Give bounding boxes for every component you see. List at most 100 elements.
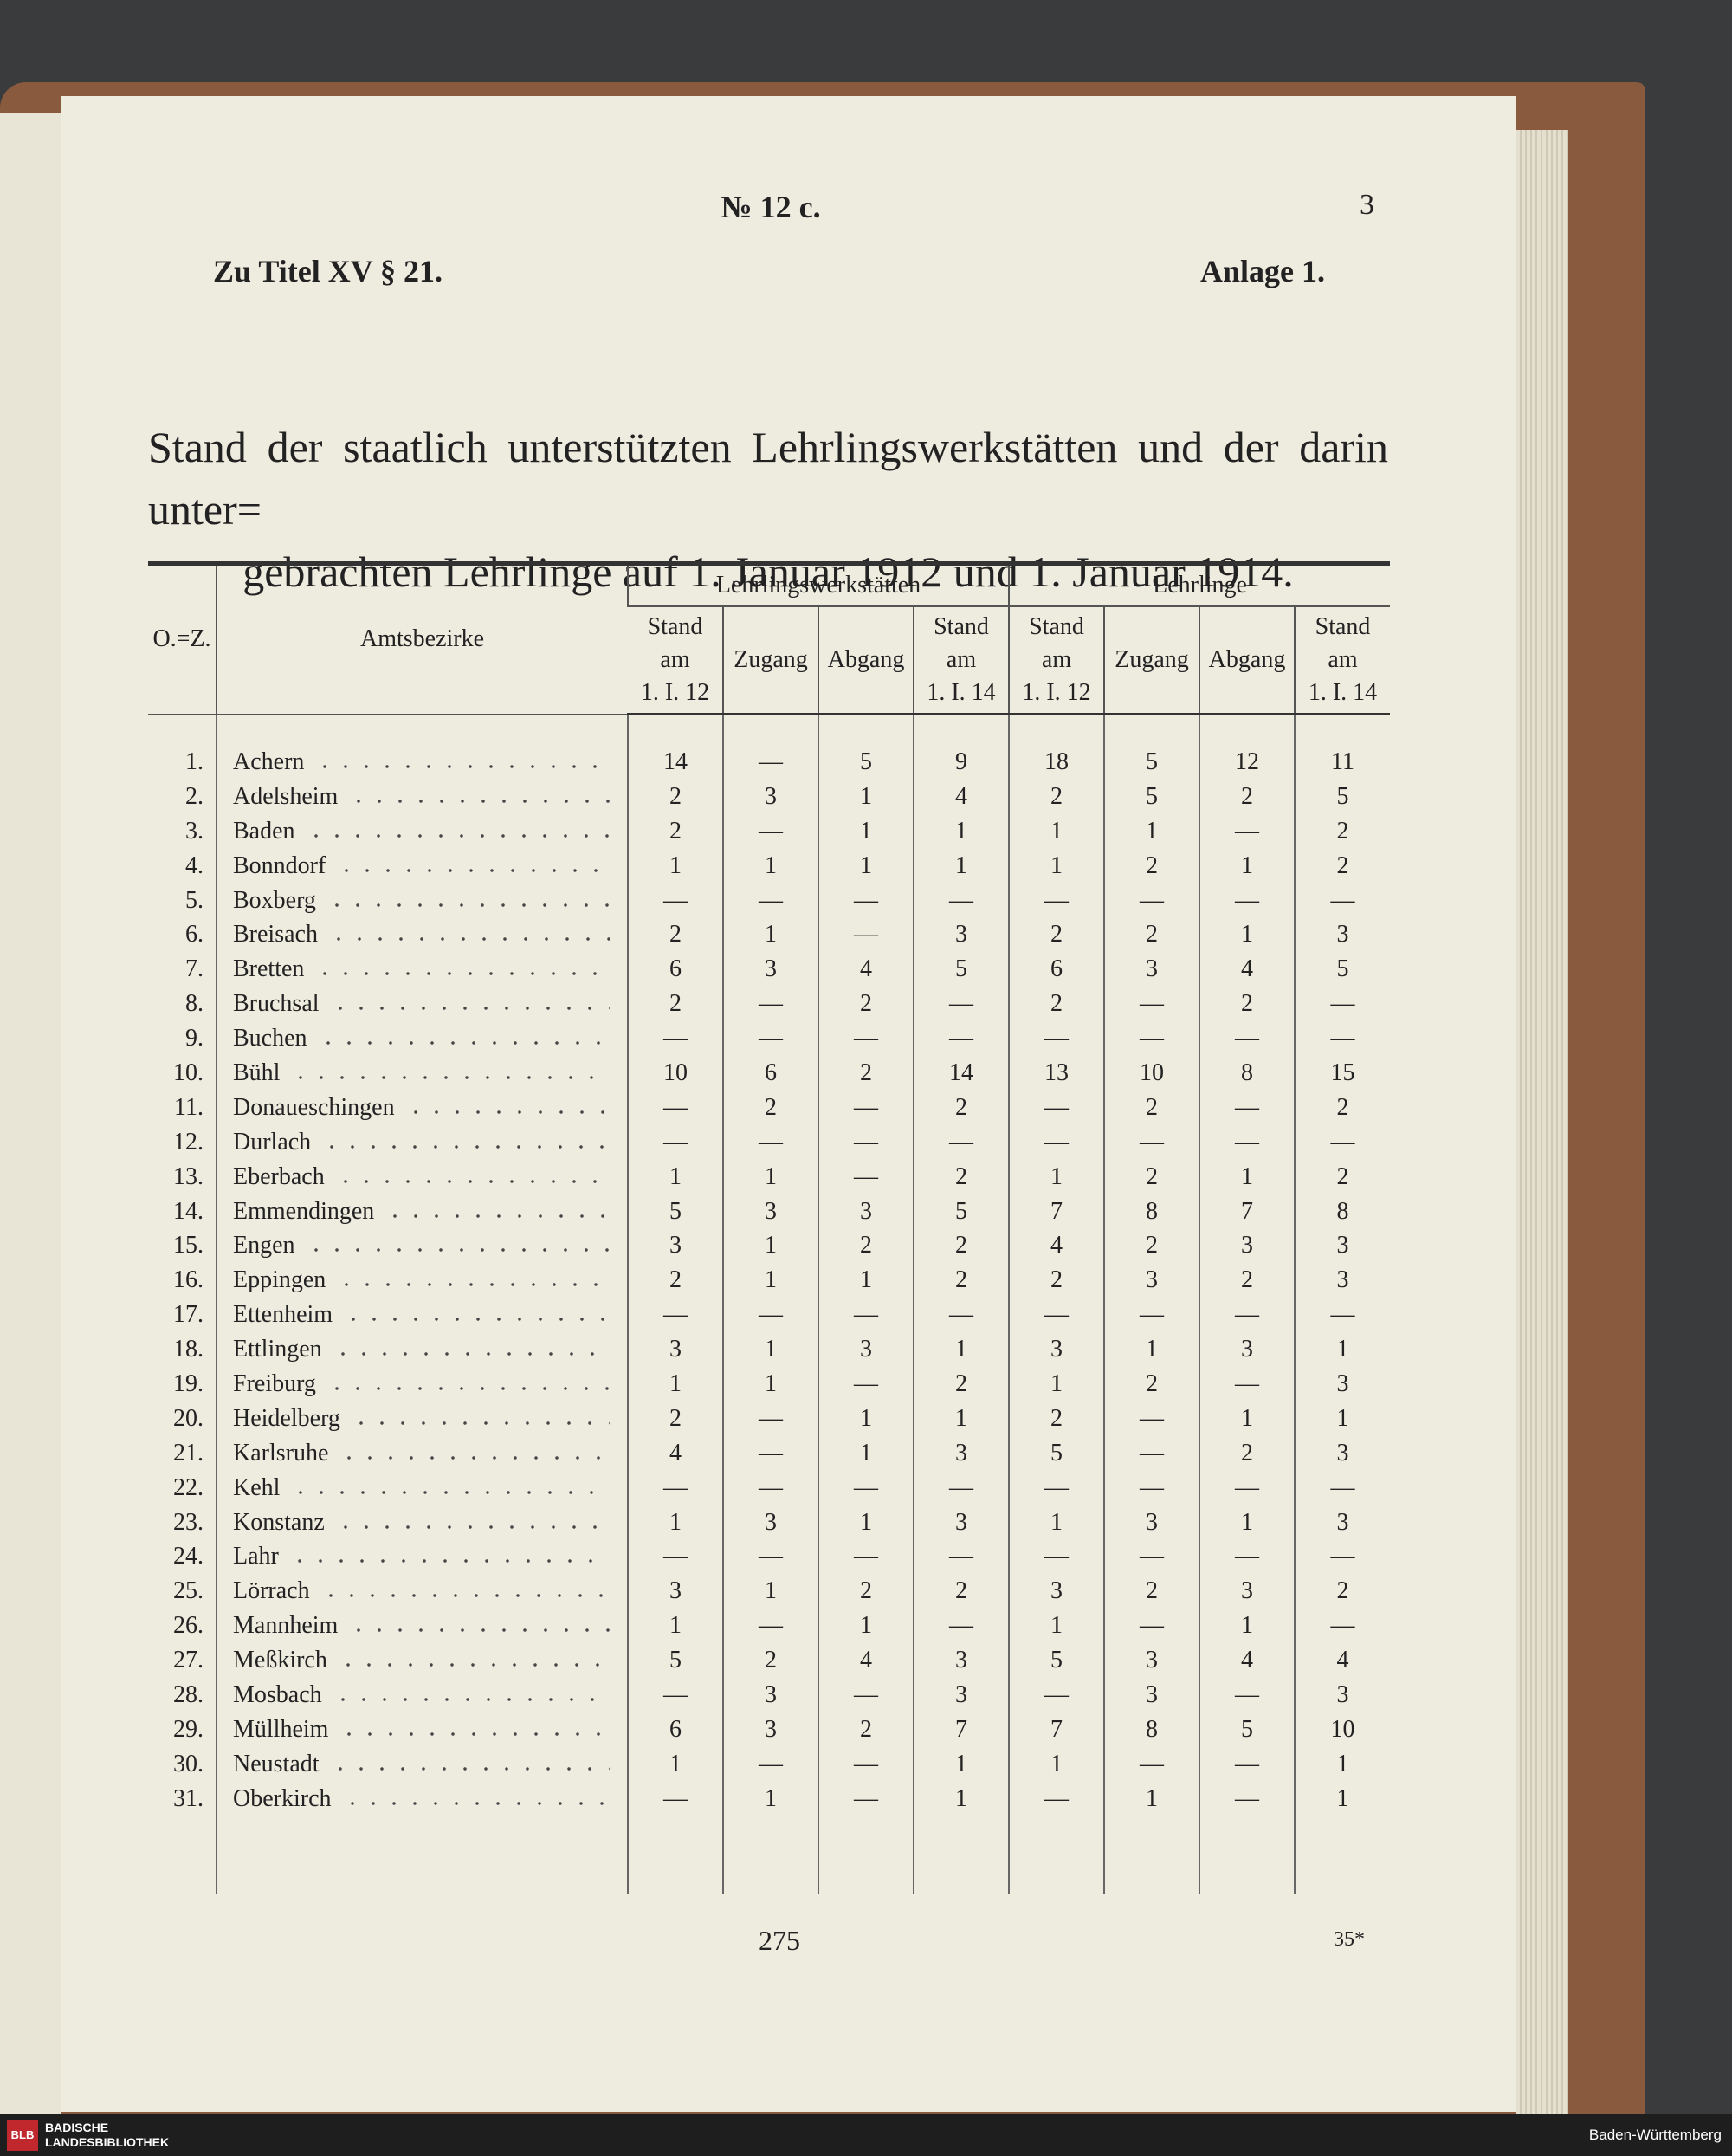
district-cell: Emmendingen — [216, 1194, 628, 1229]
left-note: Zu Titel XV § 21. — [213, 254, 443, 288]
district-leader: Ettenheim — [233, 1301, 622, 1329]
dot-leader — [332, 1352, 610, 1356]
district-leader: Eppingen — [233, 1266, 622, 1294]
value-cell: 14 — [913, 1056, 1009, 1091]
district-cell: Lörrach — [216, 1574, 628, 1609]
sub-header-line: 1. I. 14 — [927, 679, 996, 706]
value-cell: — — [722, 1401, 818, 1436]
value-cell: — — [1103, 1539, 1199, 1575]
value-cell: 2 — [1199, 779, 1295, 814]
value-cell: — — [1199, 1367, 1295, 1402]
value-cell: 1 — [1008, 1505, 1104, 1540]
value-cell: — — [627, 1298, 723, 1333]
dot-leader — [320, 1594, 610, 1598]
value-cell: 1 — [627, 1746, 723, 1782]
district-name: Donaueschingen — [233, 1093, 395, 1121]
dot-leader — [348, 799, 610, 803]
value-cell: 1 — [1008, 1746, 1104, 1782]
table-row: 14. Emmendingen 5 3 3 5 7 8 7 8 — [148, 1194, 1391, 1229]
value-cell: 3 — [818, 1332, 914, 1368]
table-row: 1. Achern 14—5 9 18 5 12 11 — [148, 745, 1391, 780]
value-cell: 5 — [627, 1194, 723, 1229]
row-number: 23. — [173, 1508, 204, 1536]
value-cell: — — [1199, 1781, 1295, 1816]
dot-leader — [334, 1179, 610, 1183]
value-cell: — — [1293, 1539, 1391, 1575]
value-cell: — — [913, 1609, 1009, 1644]
table-row: 26. Mannheim 1—1—1—1— — [148, 1609, 1391, 1644]
value-cell: 3 — [1008, 1332, 1104, 1368]
value-cell: — — [1199, 1298, 1295, 1333]
sub-header-line: am — [946, 646, 977, 673]
table-body: 1. Achern 14—5 9 18 5 12 11 2. Adelsheim 2 3 1 4 2 5 2 5 3… — [148, 714, 1391, 1894]
value-cell: 2 — [913, 1574, 1009, 1609]
value-cell: 1 — [722, 1159, 818, 1195]
district-leader: Buchen — [233, 1025, 622, 1052]
dot-leader — [290, 1490, 610, 1494]
value-cell: 6 — [627, 1712, 723, 1747]
district-leader: Bruchsal — [233, 990, 622, 1018]
district-name: Oberkirch — [233, 1784, 332, 1812]
value-cell: 2 — [1103, 917, 1199, 953]
district-name: Kehl — [233, 1473, 281, 1501]
district-cell: Kehl — [216, 1470, 628, 1505]
district-leader: Achern — [233, 748, 622, 776]
value-cell: 1 — [1008, 1367, 1104, 1402]
value-cell: — — [627, 883, 723, 918]
dot-leader — [337, 1663, 610, 1667]
row-number: 1. — [185, 748, 204, 775]
value-cell: — — [722, 813, 818, 849]
spacer-cell — [818, 1816, 914, 1894]
value-cell: — — [1199, 1746, 1295, 1782]
value-cell: 4 — [1008, 1228, 1104, 1264]
value-cell: — — [1103, 1470, 1199, 1505]
table-row: 4. Bonndorf 1 1 1 1 1 2 1 2 — [148, 848, 1391, 884]
value-cell: — — [913, 883, 1009, 918]
district-name: Freiburg — [233, 1369, 316, 1397]
district-leader: Donaueschingen — [233, 1094, 622, 1122]
value-cell: — — [818, 1021, 914, 1057]
table-row: 22. Kehl — — — — — — — — — [148, 1470, 1391, 1505]
table-row: 16. Eppingen 2 1 1 2 2 3 2 3 — [148, 1263, 1391, 1298]
value-cell: 2 — [913, 1228, 1009, 1264]
value-cell: 1 — [1103, 813, 1199, 849]
dot-leader — [314, 764, 610, 768]
page-label: № 12 c. — [721, 190, 821, 224]
row-number: 9. — [185, 1025, 204, 1052]
value-cell: 7 — [913, 1712, 1009, 1747]
value-cell: 3 — [1293, 1228, 1391, 1264]
district-leader: Kehl — [233, 1474, 622, 1502]
sub-header-line: am — [660, 646, 690, 673]
value-cell: 1 — [722, 1228, 818, 1264]
title-line: Stand der staatlich unterstützten Lehrli… — [148, 423, 1388, 534]
value-cell: 1 — [1008, 813, 1104, 849]
value-cell: 10 — [1293, 1712, 1391, 1747]
value-cell: 3 — [913, 1643, 1009, 1679]
value-cell: — — [1199, 1021, 1295, 1057]
sub-header: Abgang — [1199, 606, 1295, 715]
row-number: 31. — [173, 1784, 204, 1812]
value-cell: 2 — [818, 1056, 914, 1091]
table-row: 15. Engen 3 1 2 2 4 2 3 3 — [148, 1228, 1391, 1264]
district-name: Buchen — [233, 1025, 307, 1052]
value-cell: 3 — [1293, 1263, 1391, 1298]
district-cell: Müllheim — [216, 1712, 628, 1747]
row-number: 22. — [173, 1473, 204, 1501]
dot-leader — [336, 868, 610, 872]
dot-leader — [305, 833, 610, 838]
value-cell: — — [818, 1470, 914, 1505]
spacer-cell — [216, 714, 628, 745]
district-name: Karlsruhe — [233, 1439, 329, 1466]
table-row: 29. Müllheim 6 3 2 7 7 8 5 10 — [148, 1712, 1391, 1747]
dot-leader — [334, 1525, 610, 1529]
table-row: 8. Bruchsal 2—2—2—2— — [148, 987, 1391, 1022]
data-table: O.=Z. Amtsbezirke Lehrlingswerkstätten Lehr… — [148, 561, 1391, 1894]
row-number: 11. — [174, 1093, 204, 1121]
value-cell: — — [722, 1609, 818, 1644]
row-number: 2. — [185, 782, 204, 810]
value-cell: 1 — [913, 1781, 1009, 1816]
value-cell: 9 — [913, 745, 1009, 780]
value-cell: 6 — [722, 1056, 818, 1091]
sub-header: Stand am 1. I. 12 — [628, 606, 723, 715]
